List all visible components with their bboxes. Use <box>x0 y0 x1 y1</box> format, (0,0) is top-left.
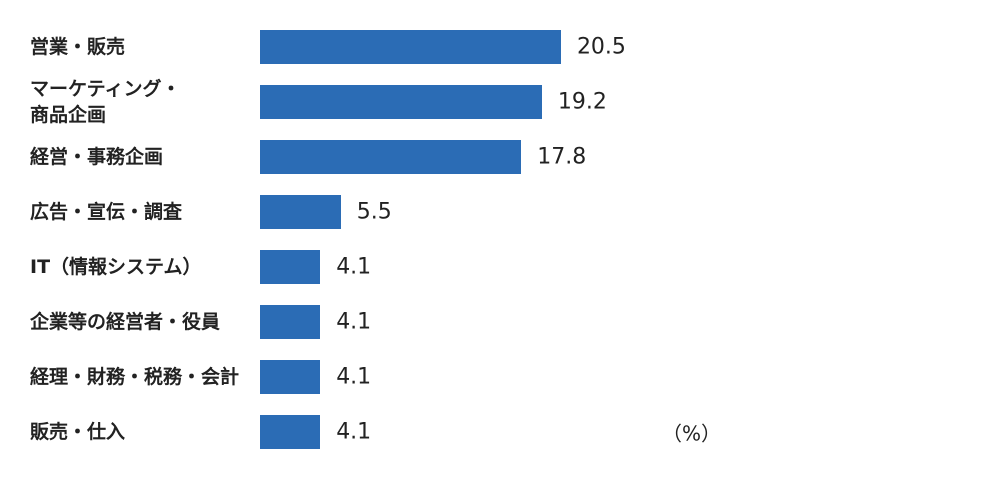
category-label: マーケティング・ 商品企画 <box>30 78 181 126</box>
bar <box>260 360 321 394</box>
category-label: 営業・販売 <box>30 36 126 58</box>
category-label: 経営・事務企画 <box>30 146 164 168</box>
category-label: 販売・仕入 <box>30 421 126 443</box>
unit-label: （%） <box>662 421 722 446</box>
category-label: 経理・財務・税務・会計 <box>30 366 240 388</box>
bar <box>260 140 522 174</box>
bar <box>260 415 321 449</box>
category-label: IT（情報システム） <box>30 256 202 278</box>
bar <box>260 195 341 229</box>
value-label: 19.2 <box>557 89 607 115</box>
value-label: 4.1 <box>336 309 372 335</box>
category-label: 広告・宣伝・調査 <box>30 201 183 223</box>
bar <box>260 30 561 64</box>
value-label: 17.8 <box>537 144 587 170</box>
value-label: 20.5 <box>576 34 626 60</box>
bar <box>260 305 321 339</box>
value-label: 4.1 <box>336 254 372 280</box>
category-label: 企業等の経営者・役員 <box>30 311 221 333</box>
value-label: 4.1 <box>336 364 372 390</box>
bar <box>260 85 542 119</box>
value-label: 4.1 <box>336 419 372 445</box>
bar <box>260 250 321 284</box>
value-label: 5.5 <box>356 199 392 225</box>
